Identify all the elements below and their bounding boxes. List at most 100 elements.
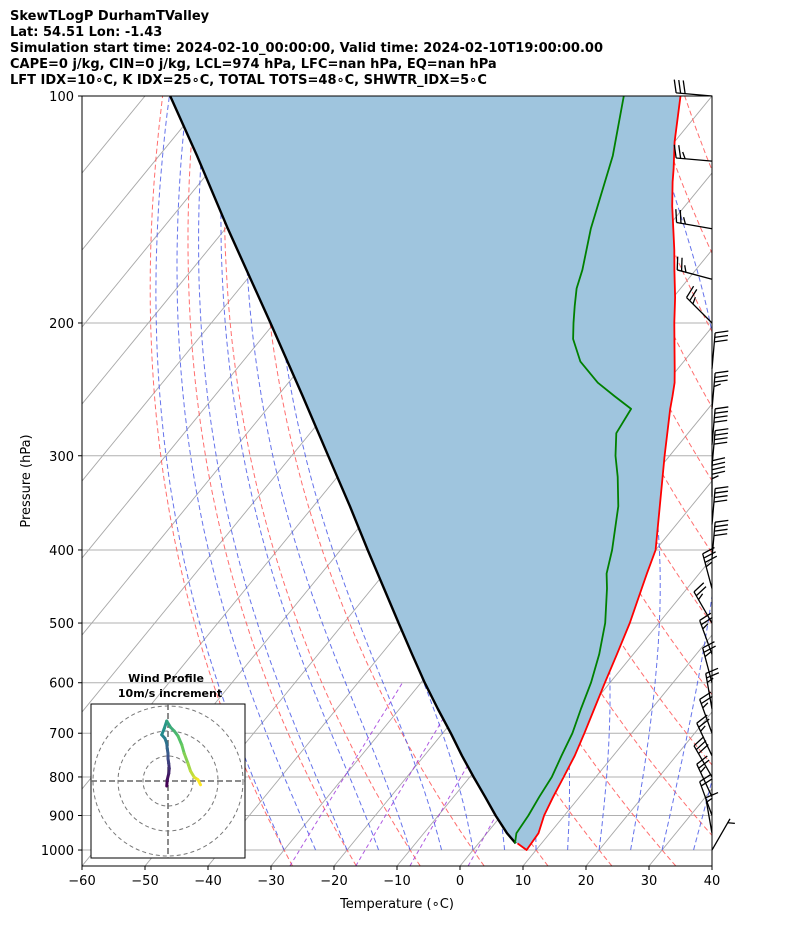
isotherm-line: [522, 634, 712, 866]
barb-feather: [715, 428, 729, 432]
barb-feather: [700, 725, 706, 732]
wind-barb: [673, 79, 713, 97]
moist-adiabat: [155, 96, 285, 851]
barb-feather: [713, 499, 728, 503]
wind-barb: [673, 144, 713, 162]
barb-feather: [714, 495, 728, 499]
title-line-1: SkewTLogP DurhamTValley: [10, 9, 210, 24]
wind-barb: [711, 330, 729, 369]
barb-feather: [706, 672, 720, 679]
wind-barb: [711, 406, 729, 445]
wind-barb: [705, 667, 720, 710]
x-tick-label: −60: [68, 874, 95, 889]
moist-adiabat: [220, 96, 380, 851]
barb-feather: [711, 461, 726, 466]
isotherm-line: [775, 96, 794, 866]
mixing-ratio-line: [355, 682, 466, 866]
barb-feather: [697, 593, 704, 601]
barb-feather: [684, 265, 687, 273]
dry-adiabat: [187, 96, 357, 866]
wind-barb: [685, 285, 713, 324]
isotherm-line: [711, 865, 712, 866]
mixing-ratio-line: [409, 682, 517, 866]
barb-feather: [703, 551, 716, 559]
temperature-profile-line: [516, 96, 682, 851]
y-axis-label: Pressure (hPa): [19, 434, 34, 527]
dewpoint-profile-line: [514, 96, 632, 844]
barb-shaft: [711, 488, 716, 525]
dry-adiabat: [223, 96, 421, 866]
barb-feather: [698, 759, 710, 769]
wind-barb: [711, 457, 726, 497]
barb-feather: [714, 528, 728, 532]
hodograph-ring: [117, 730, 219, 832]
barb-feather: [692, 296, 696, 305]
x-tick-label: −40: [194, 874, 221, 889]
isotherm-line: [585, 711, 712, 866]
barb-feather: [682, 151, 686, 159]
cin-shading: [170, 96, 681, 850]
barb-feather: [699, 691, 712, 700]
wind-barb: [711, 428, 729, 467]
barb-shaft: [711, 818, 731, 851]
hodograph-inset: Wind Profile 10m/s increment: [90, 672, 246, 859]
barb-feather: [727, 822, 735, 825]
barb-feather: [702, 546, 715, 555]
barb-feather: [711, 470, 726, 475]
barb-feather: [713, 383, 721, 388]
x-tick-label: 30: [641, 874, 658, 889]
barb-feather: [714, 437, 728, 441]
hodograph-title: Wind Profile: [128, 672, 204, 685]
y-tick-label: 200: [49, 317, 74, 332]
x-axis-label: Temperature (∘C): [339, 897, 454, 912]
barb-shaft: [676, 92, 713, 97]
barb-feather: [711, 457, 726, 462]
time-line: Simulation start time: 2024-02-10_00:00:…: [10, 41, 603, 56]
barb-feather: [678, 145, 682, 159]
barb-feather: [696, 755, 708, 765]
barb-feather: [714, 415, 728, 419]
barb-feather: [711, 475, 719, 480]
x-tick-label: 0: [456, 874, 464, 889]
wind-barbs: [673, 79, 735, 851]
dry-adiabat: [717, 96, 794, 866]
barb-shaft: [711, 408, 716, 445]
barb-feather: [713, 441, 728, 445]
dry-adiabat: [258, 96, 485, 866]
barb-shaft: [711, 332, 716, 369]
barb-feather: [714, 334, 729, 339]
x-tick-label: −20: [320, 874, 347, 889]
isotherm-line: [82, 96, 209, 251]
wind-barb: [693, 582, 713, 624]
wind-barb: [699, 691, 713, 734]
barb-feather: [714, 432, 729, 436]
y-tick-label: 900: [49, 810, 74, 825]
y-tick-label: 1000: [41, 844, 74, 859]
dry-adiabat: [455, 96, 712, 696]
dry-adiabat: [651, 96, 712, 255]
indices-line: LFT IDX=10∘C, K IDX=25∘C, TOTAL TOTS=48∘…: [10, 73, 487, 88]
barb-feather: [714, 524, 729, 528]
barb-feather: [705, 791, 719, 799]
hodograph-trace-segment: [180, 743, 186, 755]
isotherm-line: [82, 96, 272, 328]
barb-feather: [689, 289, 698, 302]
barb-feather: [714, 490, 729, 494]
barb-feather: [715, 370, 729, 374]
barb-feather: [715, 486, 729, 490]
y-tick-label: 600: [49, 677, 74, 692]
barb-feather: [700, 778, 713, 787]
barb-feather: [702, 623, 709, 630]
moist-adiabat: [693, 778, 712, 851]
barb-feather: [675, 209, 678, 223]
barb-feather: [715, 519, 729, 523]
barb-feather: [673, 79, 677, 93]
hodograph-ring: [92, 705, 244, 857]
barb-feather: [705, 561, 713, 568]
axes: −60 −50 −40 −30 −20 −10 0 10 20 30 40 100 200 300 400 5…: [41, 90, 720, 889]
barb-feather: [682, 80, 686, 94]
barb-shaft: [705, 797, 713, 834]
wind-barb: [702, 546, 718, 589]
barb-feather: [673, 144, 677, 159]
barb-feather: [715, 406, 729, 410]
